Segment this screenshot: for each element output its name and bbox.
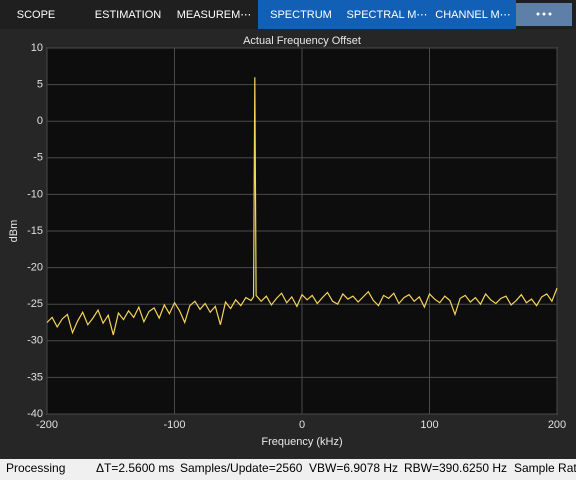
y-tick-label: 10	[31, 42, 43, 54]
tab[interactable]: SPECTRUM	[270, 9, 332, 21]
dot	[542, 12, 546, 16]
y-tick-label: -40	[27, 408, 43, 420]
dot	[548, 12, 552, 16]
status-field: ΔT=2.5600 ms	[96, 461, 174, 475]
x-tick-label: 0	[299, 419, 305, 431]
chart-title: Actual Frequency Offset	[243, 35, 361, 47]
status-state: Processing	[6, 461, 65, 475]
y-tick-label: -30	[27, 335, 43, 347]
status-field: RBW=390.6250 Hz	[404, 461, 507, 475]
y-tick-label: -25	[27, 298, 43, 310]
status-bar	[0, 459, 576, 480]
tab[interactable]: SPECTRAL M⋯	[347, 9, 428, 21]
y-tick-label: -15	[27, 225, 43, 237]
x-tick-label: -200	[36, 419, 58, 431]
status-field: Sample Rat	[514, 461, 576, 475]
dot	[536, 12, 540, 16]
y-tick-label: -10	[27, 188, 43, 200]
spectrum-trace	[46, 77, 558, 336]
y-tick-label: -5	[33, 152, 43, 164]
x-axis-label: Frequency (kHz)	[261, 436, 342, 448]
tab[interactable]: CHANNEL M⋯	[435, 9, 510, 21]
y-tick-label: -20	[27, 262, 43, 274]
active-tab-group	[258, 0, 516, 29]
tab[interactable]: ESTIMATION	[95, 9, 161, 21]
x-tick-label: 200	[548, 419, 566, 431]
status-field: Samples/Update=2560	[180, 461, 303, 475]
y-tick-label: 5	[37, 79, 43, 91]
y-tick-label: -35	[27, 371, 43, 383]
tab[interactable]: MEASUREM⋯	[177, 9, 252, 21]
x-tick-label: -100	[163, 419, 185, 431]
more-button[interactable]	[516, 3, 572, 26]
y-tick-label: 0	[37, 115, 43, 127]
x-tick-label: 100	[420, 419, 438, 431]
tab[interactable]: SCOPE	[17, 9, 56, 21]
status-field: VBW=6.9078 Hz	[309, 461, 398, 475]
y-axis-label: dBm	[8, 220, 20, 243]
